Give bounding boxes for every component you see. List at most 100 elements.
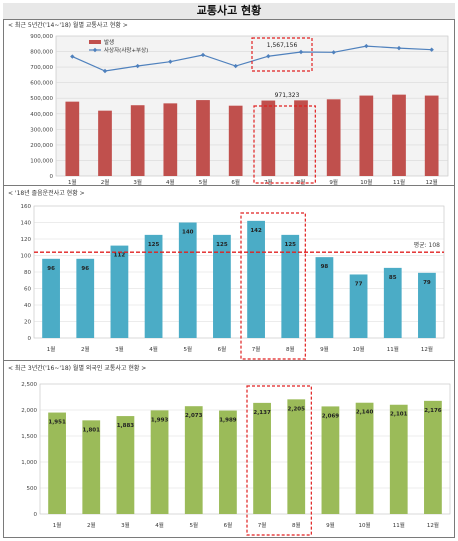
- line-point: [102, 68, 108, 74]
- x-tick-label: 2월: [101, 178, 110, 185]
- x-tick-label: 4월: [166, 178, 175, 185]
- x-tick-label: 8월: [297, 178, 306, 185]
- data-label: 2,205: [288, 406, 306, 412]
- y-tick-label: 140: [21, 221, 32, 227]
- annotation-box-casualties: [251, 37, 313, 72]
- data-label: 125: [148, 242, 160, 248]
- x-tick-label: 11월: [387, 345, 399, 353]
- y-tick-label: 500: [27, 486, 38, 492]
- y-tick-label: 200,000: [30, 143, 53, 149]
- x-tick-label: 10월: [359, 521, 371, 529]
- bar: [326, 99, 341, 176]
- bar: [228, 105, 243, 176]
- data-label: 79: [423, 280, 431, 286]
- bar: [315, 257, 334, 338]
- bar: [383, 267, 402, 338]
- data-label: 2,101: [390, 412, 408, 418]
- section-divider: [3, 185, 455, 186]
- y-tick-label: 120: [21, 237, 32, 243]
- page-title: 교통사고 현황: [3, 3, 455, 20]
- y-tick-label: 300,000: [30, 127, 53, 133]
- line-point: [298, 49, 304, 55]
- y-tick-label: 2,000: [21, 408, 37, 414]
- bar: [247, 220, 265, 338]
- y-tick-label: 600,000: [30, 81, 53, 87]
- bar: [184, 406, 203, 514]
- legend-bar-label: 발생: [104, 38, 114, 46]
- data-label: 140: [182, 230, 194, 236]
- bar: [65, 101, 80, 176]
- plot-area: [39, 383, 451, 515]
- bar: [359, 95, 374, 176]
- y-tick-label: 800,000: [30, 50, 53, 56]
- y-tick-label: 40: [24, 303, 31, 309]
- bar: [144, 234, 163, 338]
- bar: [130, 105, 145, 176]
- line-point: [168, 59, 173, 64]
- x-tick-label: 9월: [320, 345, 329, 353]
- y-tick-label: 2,500: [21, 382, 37, 388]
- data-label: 112: [114, 253, 126, 259]
- y-tick-label: 60: [24, 287, 31, 293]
- x-tick-label: 12월: [427, 521, 439, 529]
- y-tick-label: 100: [21, 254, 32, 260]
- y-tick-label: 900,000: [30, 34, 53, 40]
- annotation-casualties: 1,567,156: [267, 42, 298, 49]
- x-tick-label: 5월: [189, 521, 198, 529]
- x-tick-label: 8월: [292, 521, 301, 529]
- x-tick-label: 9월: [329, 178, 338, 185]
- bar: [213, 234, 231, 338]
- y-tick-label: 0: [34, 512, 38, 518]
- x-tick-label: 7월: [258, 521, 267, 529]
- bar: [294, 100, 308, 176]
- data-label: 2,137: [253, 410, 271, 416]
- y-tick-label: 400,000: [30, 112, 53, 118]
- bar: [389, 404, 408, 514]
- data-label: 2,069: [322, 413, 340, 419]
- bar: [82, 420, 101, 514]
- data-label: 125: [216, 242, 228, 248]
- y-tick-label: 80: [24, 270, 31, 276]
- x-tick-label: 7월: [252, 345, 261, 353]
- legend-bar-swatch: [89, 40, 101, 44]
- bar: [219, 410, 237, 514]
- line-point: [200, 52, 206, 58]
- data-label: 96: [47, 266, 55, 272]
- bar: [76, 258, 95, 338]
- bar: [253, 402, 271, 514]
- highlight-box: [240, 212, 306, 360]
- x-tick-label: 12월: [426, 178, 438, 185]
- line-point: [70, 54, 75, 59]
- chart2-subtitle: < '18년 졸음운전사고 현황 >: [8, 190, 85, 197]
- x-tick-label: 12월: [421, 345, 433, 353]
- legend-line-marker: [92, 47, 98, 53]
- data-label: 96: [81, 266, 89, 272]
- y-tick-label: 100,000: [30, 158, 53, 164]
- data-label: 1,993: [151, 417, 169, 423]
- x-tick-label: 4월: [149, 345, 158, 353]
- bar: [321, 406, 340, 514]
- bar: [110, 245, 129, 338]
- data-label: 98: [321, 264, 329, 270]
- data-label: 1,989: [219, 418, 237, 424]
- bar: [261, 100, 276, 176]
- line-point: [135, 63, 140, 69]
- x-tick-label: 1월: [47, 345, 56, 353]
- bar: [424, 95, 439, 176]
- x-tick-label: 4월: [155, 521, 164, 529]
- y-tick-label: 0: [50, 174, 54, 180]
- x-tick-label: 6월: [218, 345, 227, 353]
- x-tick-label: 3월: [121, 521, 130, 529]
- data-label: 2,140: [356, 410, 374, 416]
- data-label: 85: [389, 275, 397, 281]
- bar: [163, 103, 178, 176]
- data-label: 2,073: [185, 413, 203, 419]
- x-tick-label: 1월: [53, 521, 62, 529]
- x-tick-label: 6월: [224, 521, 233, 529]
- x-tick-label: 9월: [326, 521, 335, 529]
- section-divider: [3, 360, 455, 361]
- bar: [418, 272, 436, 338]
- y-tick-label: 0: [28, 336, 32, 342]
- bar: [349, 274, 368, 338]
- chart1-subtitle: < 최근 5년간('14~'18) 월별 교통사고 현황 >: [8, 22, 128, 29]
